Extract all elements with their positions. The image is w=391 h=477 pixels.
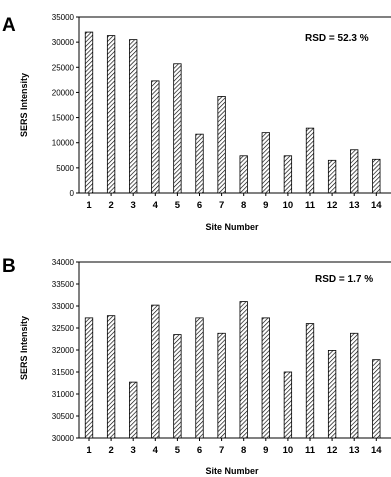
panel-b-x-tick-label: 7: [219, 445, 224, 456]
panel-a-y-tick-label: 0: [70, 189, 75, 198]
panel-b-bar-site-2: [106, 315, 116, 439]
panel-a-y-tick-label: 25000: [52, 63, 75, 72]
panel-b-y-tick-label: 31000: [52, 390, 75, 399]
panel-b-bar-site-14: [372, 359, 381, 439]
panel-a-y-tick-label: 15000: [52, 114, 75, 123]
panel-b-bar-site-12: [327, 350, 337, 439]
panel-b-bar-site-11: [305, 323, 315, 439]
panel-a-bar-site-9: [261, 132, 270, 194]
panel-a-x-tick-label: 2: [108, 200, 113, 211]
panel-b-bar-site-13: [350, 332, 359, 439]
panel-b-rsd-annotation: RSD = 1.7 %: [315, 274, 373, 285]
panel-b-bar-site-9: [261, 317, 270, 439]
panel-a-bar-site-8: [239, 155, 248, 194]
panel-b-x-tick-label: 8: [241, 445, 246, 456]
panel-a-y-tick-label: 20000: [52, 88, 75, 97]
panel-b-x-tick-label: 2: [108, 445, 113, 456]
panel-a-x-tick-label: 7: [219, 200, 224, 211]
panel-a-x-tick-label: 4: [153, 200, 159, 211]
panel-a-bar-site-3: [129, 39, 138, 194]
panel-b-y-tick-label: 32500: [52, 324, 75, 333]
panel-b-bar-site-6: [195, 317, 204, 439]
panel-a-x-tick-label: 13: [349, 200, 360, 211]
panel-b: B SERS Intensity Site Number RSD = 1.7 %…: [2, 256, 391, 476]
panel-b-letter: B: [2, 256, 16, 277]
panel-b-bar-site-3: [129, 381, 138, 439]
panel-a-x-tick-label: 1: [86, 200, 92, 211]
panel-a-y-tick-label: 35000: [52, 13, 75, 22]
panel-a-x-tick-label: 8: [241, 200, 246, 211]
panel-a-x-tick-label: 9: [263, 200, 268, 211]
panel-b-x-axis-label: Site Number: [205, 466, 259, 476]
panel-b-y-axis-label: SERS Intensity: [19, 316, 29, 380]
panel-b-bar-site-7: [217, 332, 226, 439]
panel-b-x-tick-label: 5: [175, 445, 181, 456]
panel-a-bar-site-11: [305, 127, 315, 194]
panel-b-x-tick-label: 3: [131, 445, 136, 456]
panel-a-bar-site-4: [151, 80, 160, 194]
panel-a-x-tick-label: 6: [197, 200, 202, 211]
panel-a: A SERS Intensity Site Number RSD = 52.3 …: [2, 13, 391, 232]
panel-b-x-tick-label: 9: [263, 445, 268, 456]
panel-b-x-tick-label: 14: [371, 445, 382, 456]
panel-b-y-tick-label: 33500: [52, 280, 75, 289]
panel-a-x-tick-label: 10: [283, 200, 294, 211]
panel-a-x-tick-label: 11: [305, 200, 316, 211]
panel-a-bar-site-10: [283, 155, 293, 194]
panel-a-bar-site-5: [173, 63, 182, 194]
panel-b-x-tick-label: 12: [327, 445, 338, 456]
panel-a-y-tick-label: 30000: [52, 38, 75, 47]
panel-a-bar-site-13: [350, 149, 359, 194]
panel-b-bar-site-8: [239, 301, 248, 439]
panel-b-y-tick-label: 33000: [52, 302, 75, 311]
panel-b-x-tick-label: 1: [86, 445, 92, 456]
panel-a-x-tick-label: 12: [327, 200, 338, 211]
panel-a-x-tick-label: 3: [131, 200, 136, 211]
panel-a-bar-site-1: [84, 31, 94, 194]
panel-b-y-tick-label: 30000: [52, 434, 75, 443]
panel-b-x-tick-label: 13: [349, 445, 360, 456]
panel-a-bar-site-6: [195, 133, 204, 194]
panel-a-letter: A: [2, 15, 16, 36]
panel-a-rsd-annotation: RSD = 52.3 %: [305, 33, 369, 44]
panel-a-bar-site-12: [327, 159, 337, 194]
panel-b-x-tick-label: 6: [197, 445, 202, 456]
panel-b-x-tick-label: 4: [153, 445, 159, 456]
panel-b-x-tick-label: 11: [305, 445, 316, 456]
panel-b-x-tick-label: 10: [283, 445, 294, 456]
panel-b-marks: 30000 30500 31000 31500 32000 32500 33000 33500…: [52, 258, 391, 456]
panel-a-y-axis-label: SERS Intensity: [19, 73, 29, 137]
panel-b-bar-site-10: [283, 371, 293, 439]
panel-a-x-axis-label: Site Number: [205, 222, 259, 232]
panel-a-x-tick-label: 5: [175, 200, 181, 211]
panel-a-bar-site-2: [106, 35, 116, 194]
panel-b-y-tick-label: 31500: [52, 368, 75, 377]
panel-b-bar-site-4: [151, 304, 160, 439]
panel-b-bar-site-1: [84, 317, 94, 439]
panel-b-bar-site-5: [173, 334, 182, 439]
panel-b-y-tick-label: 30500: [52, 412, 75, 421]
panel-b-y-tick-label: 32000: [52, 346, 75, 355]
panel-a-y-tick-label: 10000: [52, 139, 75, 148]
panel-a-bar-site-7: [217, 96, 226, 194]
panel-a-bar-site-14: [372, 158, 381, 194]
panel-b-y-tick-label: 34000: [52, 258, 75, 267]
panel-a-y-tick-label: 5000: [56, 164, 74, 173]
panel-a-x-tick-label: 14: [371, 200, 382, 211]
